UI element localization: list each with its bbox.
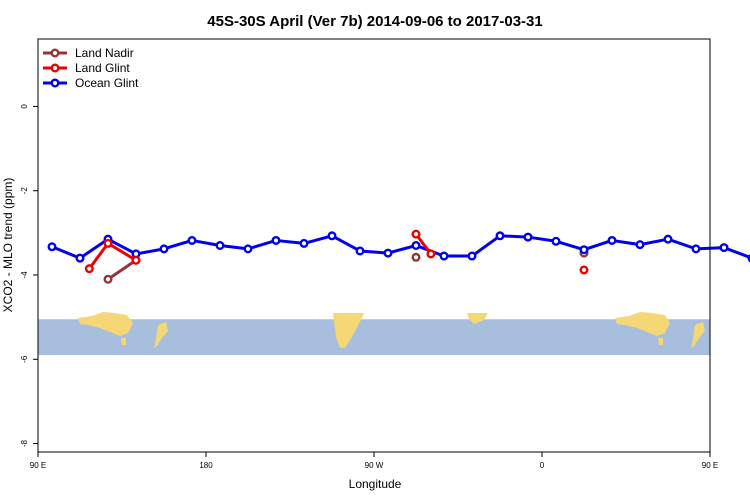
australia-land-2 xyxy=(615,312,670,336)
map-band-ocean xyxy=(38,319,710,356)
data-point-ocean-glint xyxy=(159,244,169,254)
data-point-ocean-glint xyxy=(551,236,561,246)
series-layer xyxy=(47,229,750,284)
new-zealand-land xyxy=(154,322,168,348)
data-point-ocean-glint xyxy=(75,253,85,263)
plot-frame xyxy=(37,38,711,453)
data-point-ocean-glint xyxy=(271,235,281,245)
y-axis: 0 -2 -4 -6 -8 xyxy=(20,104,38,447)
x-tick-label: 90 W xyxy=(365,461,384,470)
data-point-ocean-glint xyxy=(355,246,365,256)
legend-item-ocean-glint: Ocean Glint xyxy=(43,76,139,90)
data-point-ocean-glint xyxy=(187,235,197,245)
x-tick-label: 90 E xyxy=(30,461,46,470)
legend-marker xyxy=(50,48,60,58)
data-point-ocean-glint xyxy=(47,242,57,252)
legend-item-land-glint: Land Glint xyxy=(43,61,130,75)
data-point-land-glint xyxy=(103,238,113,248)
data-point-land-glint xyxy=(131,255,141,265)
australia-land xyxy=(78,312,133,336)
y-tick-label: -4 xyxy=(20,271,29,279)
data-point-land-glint xyxy=(579,265,589,275)
data-point-land-glint xyxy=(426,249,436,259)
data-point-ocean-glint xyxy=(607,235,617,245)
legend-label: Ocean Glint xyxy=(75,76,139,90)
legend-marker xyxy=(50,63,60,73)
data-point-ocean-glint xyxy=(467,251,477,261)
data-point-land-glint xyxy=(411,229,421,239)
data-point-ocean-glint xyxy=(299,238,309,248)
series-line-ocean-glint xyxy=(51,234,750,260)
south-america-land xyxy=(333,313,364,348)
data-point-land-nadir xyxy=(411,252,421,262)
data-point-ocean-glint xyxy=(691,244,701,254)
data-point-ocean-glint xyxy=(439,251,449,261)
data-point-ocean-glint xyxy=(663,234,673,244)
data-point-ocean-glint xyxy=(579,245,589,255)
data-point-ocean-glint xyxy=(383,248,393,258)
new-zealand-land-2 xyxy=(691,322,705,348)
legend-label: Land Glint xyxy=(75,61,130,75)
x-tick-label: 0 xyxy=(540,461,545,470)
data-point-ocean-glint xyxy=(523,232,533,242)
legend-label: Land Nadir xyxy=(75,46,134,60)
legend-item-land-nadir: Land Nadir xyxy=(43,46,134,60)
data-point-ocean-glint xyxy=(215,240,225,250)
data-point-land-glint xyxy=(84,264,94,274)
data-point-land-nadir xyxy=(103,274,113,284)
data-point-ocean-glint xyxy=(411,240,421,250)
data-point-ocean-glint xyxy=(327,231,337,241)
map-band xyxy=(38,312,710,356)
y-tick-label: -6 xyxy=(20,355,29,363)
x-axis-label: Longitude xyxy=(349,477,402,491)
chart-title: 45S-30S April (Ver 7b) 2014-09-06 to 201… xyxy=(207,13,542,30)
x-tick-label: 90 E xyxy=(702,461,718,470)
x-tick-label: 180 xyxy=(199,461,213,470)
series-land-glint xyxy=(84,229,589,275)
x-axis: 90 E 180 90 W 0 90 E xyxy=(30,451,718,470)
legend-marker xyxy=(50,78,60,88)
y-axis-label: XCO2 - MLO trend (ppm) xyxy=(1,178,15,313)
series-ocean-glint xyxy=(47,231,750,263)
data-point-ocean-glint xyxy=(635,240,645,250)
africa-land xyxy=(467,313,488,324)
tasmania-land xyxy=(121,338,126,345)
y-tick-label: -2 xyxy=(20,187,29,195)
data-point-ocean-glint xyxy=(243,244,253,254)
data-point-ocean-glint xyxy=(495,231,505,241)
series-line-land-nadir xyxy=(107,259,137,281)
y-tick-label: -8 xyxy=(20,439,29,447)
y-tick-label: 0 xyxy=(20,104,29,109)
data-point-ocean-glint xyxy=(719,243,729,253)
tasmania-land-2 xyxy=(658,338,663,345)
